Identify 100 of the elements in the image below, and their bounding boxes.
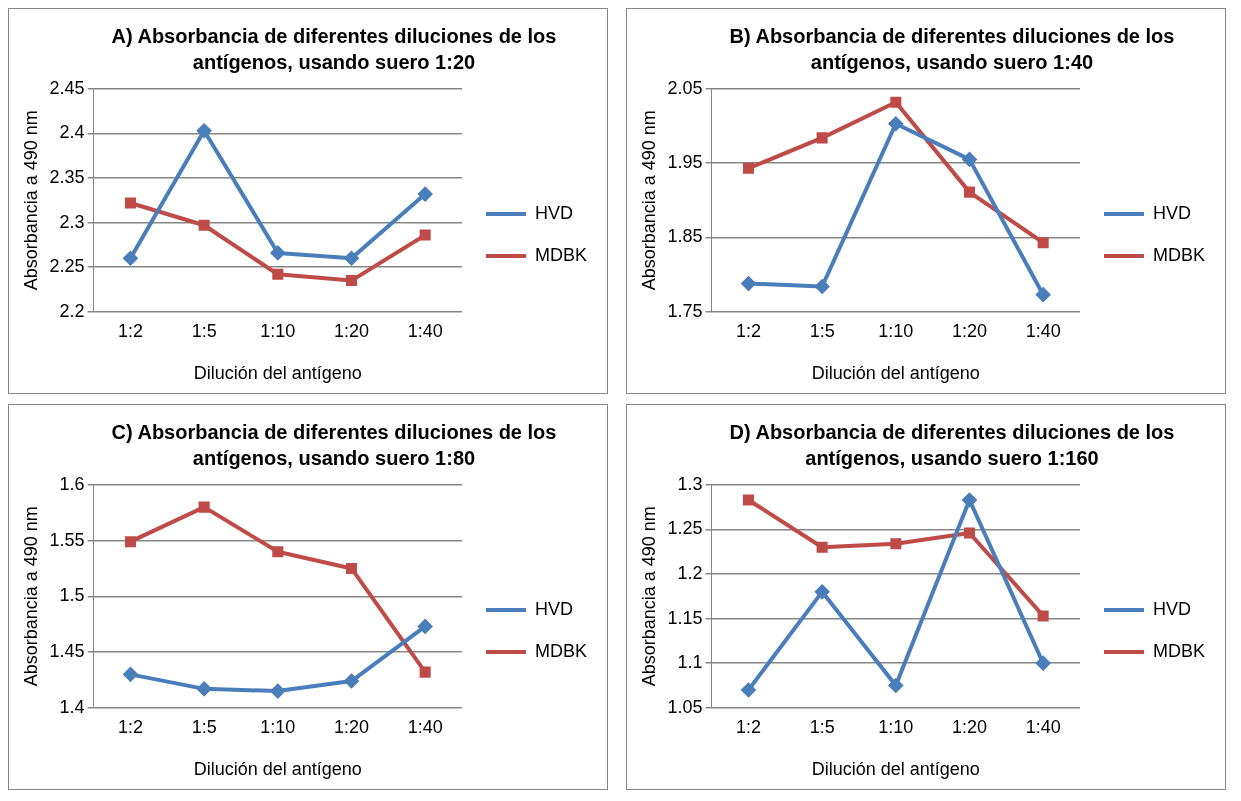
y-tick-label: 1.95 <box>667 152 703 173</box>
point <box>962 152 977 167</box>
y-tick-label: 2.2 <box>59 300 85 321</box>
point <box>741 276 756 291</box>
legend-label: MDBK <box>1153 244 1206 265</box>
y-tick-label: 1.4 <box>59 696 85 717</box>
point <box>418 619 433 634</box>
point <box>418 187 433 202</box>
y-axis-title: Absorbancia a 490 nm <box>638 506 659 687</box>
point <box>344 251 359 266</box>
x-tick-label: 1:5 <box>809 320 835 341</box>
point <box>888 678 903 693</box>
y-tick-label: 1.05 <box>667 696 703 717</box>
point <box>123 667 138 682</box>
point <box>963 186 976 198</box>
legend-label: HVD <box>1153 598 1192 619</box>
y-tick-label: 1.6 <box>59 473 85 494</box>
y-axis-title: Absorbancia a 490 nm <box>20 110 41 291</box>
legend-label: MDBK <box>1153 640 1206 661</box>
point <box>198 219 210 231</box>
point <box>741 682 756 697</box>
x-tick-label: 1:5 <box>191 716 217 737</box>
point <box>197 681 212 696</box>
point <box>888 116 903 131</box>
y-tick-label: 2.3 <box>59 211 85 232</box>
point <box>272 546 284 558</box>
point <box>419 666 431 678</box>
x-tick-label: 1:2 <box>117 716 143 737</box>
x-tick-label: 1:40 <box>1025 716 1061 737</box>
point <box>1037 237 1049 249</box>
y-axis-title: Absorbancia a 490 nm <box>20 506 41 687</box>
point <box>197 123 212 138</box>
x-tick-label: 1:2 <box>735 320 761 341</box>
point <box>815 584 830 599</box>
y-tick-label: 2.35 <box>49 166 85 187</box>
point <box>345 562 358 574</box>
y-tick-label: 1.75 <box>667 300 703 321</box>
x-tick-label: 1:2 <box>117 320 143 341</box>
legend-label: HVD <box>535 202 574 223</box>
point <box>890 96 902 108</box>
y-tick-label: 2.25 <box>49 256 85 277</box>
y-tick-label: 1.5 <box>59 585 85 606</box>
point <box>344 674 359 689</box>
y-tick-label: 2.45 <box>49 77 85 98</box>
point <box>963 527 976 539</box>
x-tick-label: 1:20 <box>951 716 988 737</box>
legend-label: HVD <box>535 598 574 619</box>
point <box>270 245 285 260</box>
y-tick-label: 1.25 <box>667 518 703 539</box>
y-tick-label: 1.3 <box>677 473 703 494</box>
x-tick-label: 1:20 <box>333 716 370 737</box>
x-tick-label: 1:20 <box>951 320 988 341</box>
legend-label: HVD <box>1153 202 1192 223</box>
y-tick-label: 1.55 <box>49 529 85 550</box>
point <box>345 275 358 287</box>
point <box>1036 656 1051 671</box>
x-tick-label: 1:5 <box>809 716 835 737</box>
x-tick-label: 1:40 <box>407 320 443 341</box>
x-axis-title: Dilución del antígeno <box>193 759 362 780</box>
point <box>742 494 755 506</box>
x-axis-title: Dilución del antígeno <box>193 363 362 384</box>
legend-label: MDBK <box>535 244 588 265</box>
x-tick-label: 1:2 <box>735 716 761 737</box>
y-tick-label: 1.85 <box>667 226 703 247</box>
x-tick-label: 1:40 <box>1025 320 1061 341</box>
point <box>124 197 137 209</box>
x-tick-label: 1:20 <box>333 320 370 341</box>
y-tick-label: 1.2 <box>677 562 703 583</box>
y-tick-label: 1.15 <box>667 607 703 628</box>
point <box>816 132 828 144</box>
point <box>272 268 284 280</box>
point <box>198 501 210 513</box>
chart-title: B) Absorbancia de diferentes diluciones de los antígenos, usando suero 1:40 <box>728 24 1176 75</box>
point <box>890 538 902 550</box>
legend-label: MDBK <box>535 640 588 661</box>
chart-title: A) Absorbancia de diferentes diluciones de los antígenos, usando suero 1:20 <box>110 24 558 75</box>
y-axis-title: Absorbancia a 490 nm <box>638 110 659 291</box>
x-tick-label: 1:10 <box>260 320 296 341</box>
point <box>815 279 830 294</box>
y-tick-label: 2.4 <box>59 122 85 143</box>
x-tick-label: 1:10 <box>878 320 914 341</box>
point <box>123 251 138 266</box>
x-tick-label: 1:10 <box>878 716 914 737</box>
x-axis-title: Dilución del antígeno <box>811 759 980 780</box>
point <box>124 536 137 548</box>
y-tick-label: 1.45 <box>49 641 85 662</box>
x-tick-label: 1:5 <box>191 320 217 341</box>
point <box>419 229 431 241</box>
point <box>816 541 828 553</box>
point <box>962 492 977 507</box>
chart-title: D) Absorbancia de diferentes diluciones de los antígenos, usando suero 1:160 <box>728 420 1176 471</box>
y-tick-label: 2.05 <box>667 77 703 98</box>
chart-title: C) Absorbancia de diferentes diluciones de los antígenos, usando suero 1:80 <box>110 420 558 471</box>
point <box>270 684 285 699</box>
x-axis-title: Dilución del antígeno <box>811 363 980 384</box>
x-tick-label: 1:10 <box>260 716 296 737</box>
x-tick-label: 1:40 <box>407 716 443 737</box>
point <box>742 162 755 174</box>
point <box>1037 610 1049 622</box>
y-tick-label: 1.1 <box>677 652 703 673</box>
